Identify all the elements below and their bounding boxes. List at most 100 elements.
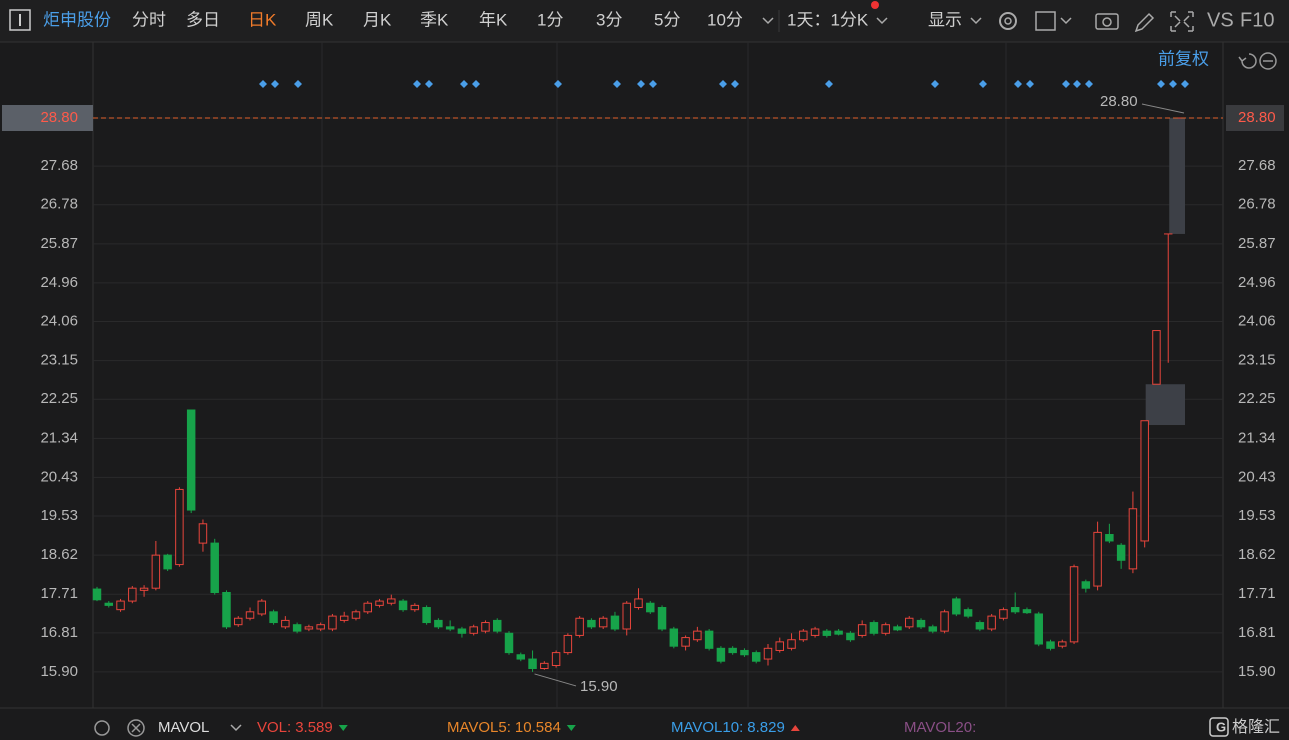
candle-body: [528, 658, 537, 669]
period-tab[interactable]: 3分: [596, 10, 622, 29]
event-marker: [460, 80, 468, 88]
toolbar: [0, 0, 1289, 42]
indicator-name[interactable]: MAVOL: [158, 719, 209, 736]
candle-body: [1128, 508, 1138, 570]
candle-body: [1034, 613, 1043, 645]
f10-button[interactable]: F10: [1240, 9, 1274, 31]
zoom-out-icon[interactable]: [1259, 52, 1277, 70]
layout-icon[interactable]: [1035, 11, 1056, 31]
candle-body: [540, 662, 549, 669]
candle-body: [139, 587, 149, 591]
candle-body: [987, 615, 996, 630]
event-marker: [1169, 80, 1177, 88]
high-annotation: 28.80: [1100, 93, 1138, 110]
candle-body: [516, 654, 526, 660]
period-tab[interactable]: 1分: [537, 10, 563, 29]
event-marker: [931, 80, 939, 88]
source-logo: 格隆汇: [1232, 718, 1280, 736]
y2-tick-label: 19.53: [1238, 507, 1276, 524]
fullscreen-icon[interactable]: [1170, 11, 1194, 32]
candle-body: [846, 632, 855, 641]
candle-body: [646, 602, 655, 613]
adjust-mode[interactable]: 前复权: [1158, 49, 1209, 68]
y2-tick-label: 20.43: [1238, 468, 1276, 485]
candle-body: [857, 624, 867, 636]
display-menu[interactable]: 显示: [928, 10, 962, 29]
camera-icon[interactable]: [1095, 13, 1119, 30]
low-annotation: 15.90: [580, 678, 618, 695]
candle-body: [810, 628, 820, 636]
y2-tick-label: 26.78: [1238, 196, 1276, 213]
event-marker: [425, 80, 433, 88]
high-annotation-leader: [1141, 103, 1185, 114]
stock-name[interactable]: 炬申股份: [43, 10, 111, 29]
more-periods[interactable]: [762, 17, 774, 25]
candle-body: [704, 630, 714, 649]
candle-body: [622, 602, 631, 630]
period-tab[interactable]: 5分: [654, 10, 680, 29]
candle-body: [504, 632, 514, 654]
indicator-settings[interactable]: [94, 720, 110, 736]
candle-body: [175, 488, 184, 566]
candle-body: [351, 611, 361, 619]
candle-body: [751, 652, 761, 662]
event-markers: [259, 80, 1189, 88]
candle-body: [328, 615, 337, 630]
y-tick-label: 27.68: [40, 157, 78, 174]
logo-mark: G: [1216, 719, 1226, 734]
candle-body: [763, 647, 773, 660]
period-tab[interactable]: 周K: [305, 10, 334, 29]
candle-body: [481, 622, 490, 632]
candle-body: [693, 630, 702, 641]
candle-body: [657, 607, 667, 630]
reset-icon[interactable]: [1238, 53, 1257, 69]
y-tick-label: 24.96: [40, 274, 78, 291]
trend-down: [338, 725, 348, 731]
indicator-close[interactable]: [127, 719, 145, 737]
candle-body: [975, 622, 985, 630]
y-tick-label: 20.43: [40, 468, 78, 485]
y2-tick-label: 15.90: [1238, 663, 1276, 680]
y2-tick-label: 22.25: [1238, 390, 1276, 407]
draw-icon[interactable]: [1134, 12, 1155, 33]
event-marker: [637, 80, 645, 88]
period-tab[interactable]: 分时: [132, 10, 166, 29]
event-marker: [1157, 80, 1165, 88]
candle-body: [269, 611, 278, 624]
settings-icon-center: [1004, 17, 1012, 25]
period-tabs: 分时 多日 日K 周K 月K 季K 年K 1分 3分 5分 10分: [132, 10, 743, 29]
candle-body: [410, 604, 420, 611]
y2-tick-label: 24.96: [1238, 274, 1276, 291]
period-tab[interactable]: 10分: [707, 10, 743, 29]
chevron: [230, 724, 242, 732]
vs-button[interactable]: VS: [1207, 9, 1234, 31]
sidebar-toggle[interactable]: [9, 9, 31, 31]
period-tab[interactable]: 季K: [420, 10, 449, 29]
candle-body: [1116, 544, 1126, 561]
period-tab[interactable]: 多日: [186, 10, 220, 29]
period-tab[interactable]: 年K: [479, 10, 508, 29]
candle-body: [1058, 641, 1067, 647]
settings-icon[interactable]: [999, 12, 1017, 30]
candle-body: [222, 591, 231, 628]
notify-dot: [871, 1, 879, 9]
candle-body: [445, 626, 455, 630]
candle-body: [905, 617, 914, 628]
multi-period[interactable]: 1天：1分K: [787, 10, 869, 29]
event-marker: [719, 80, 727, 88]
period-tab[interactable]: 月K: [363, 10, 392, 29]
candle-body: [104, 602, 114, 606]
candle-body: [740, 649, 749, 656]
candle-body: [304, 626, 314, 630]
y2-tick-label: 17.71: [1238, 585, 1276, 602]
indicator-bar: MAVOL VOL: 3.589 MAVOL5: 10.584 MAVOL10: 8.82…: [94, 719, 976, 737]
candle-body: [375, 600, 384, 606]
period-tab[interactable]: 日K: [248, 10, 277, 29]
y2-tick-label: 27.68: [1238, 157, 1276, 174]
indicator-label: MAVOL20:: [904, 719, 976, 736]
y-tick-label: 24.06: [40, 313, 78, 330]
event-marker: [613, 80, 621, 88]
candle-body: [1140, 420, 1149, 542]
event-marker: [1181, 80, 1189, 88]
